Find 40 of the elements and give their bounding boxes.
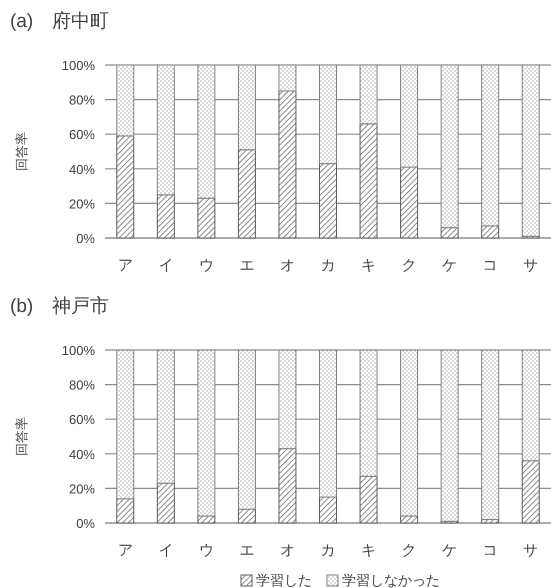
x-tick-label: サ <box>523 257 538 274</box>
y-tick-label: 80% <box>68 92 96 108</box>
x-tick-label: ク <box>402 542 417 559</box>
x-tick-label: コ <box>482 542 498 559</box>
y-tick-label: 40% <box>68 446 96 462</box>
x-tick-label: ケ <box>442 542 458 559</box>
y-tick-label: 0% <box>76 231 96 246</box>
x-tick-label: ア <box>118 257 133 274</box>
x-tick-label: エ <box>239 542 254 559</box>
x-tick-label: カ <box>320 542 336 559</box>
y-tick-label: 80% <box>68 378 96 393</box>
x-tick-label: ウ <box>198 257 214 274</box>
x-tick-label: キ <box>361 257 376 274</box>
x-tick-label: ケ <box>442 257 458 274</box>
y-axis-title: 回答率 <box>14 132 29 171</box>
y-tick-label: 60% <box>68 412 96 428</box>
x-tick-label: コ <box>482 257 498 274</box>
x-tick-label: ア <box>118 542 133 559</box>
x-tick-label: ウ <box>198 542 214 559</box>
y-tick-label: 60% <box>68 127 96 142</box>
x-tick-label: オ <box>280 257 295 274</box>
x-tick-label: キ <box>361 542 376 559</box>
y-tick-label: 0% <box>76 516 96 531</box>
x-tick-label: イ <box>158 542 174 559</box>
y-tick-label: 100% <box>62 58 96 73</box>
y-tick-label: 20% <box>68 481 96 496</box>
chart-title: (b) 神戸市 <box>10 295 110 317</box>
x-tick-label: エ <box>239 257 254 274</box>
x-tick-label: オ <box>280 542 295 559</box>
x-tick-label: ク <box>402 257 417 274</box>
y-tick-label: 20% <box>68 196 96 212</box>
legend-label: 学習した <box>256 572 312 588</box>
x-tick-label: イ <box>158 257 174 274</box>
y-tick-label: 40% <box>68 162 96 177</box>
chart-title: (a) 府中町 <box>10 10 110 32</box>
x-tick-label: カ <box>320 257 336 274</box>
y-tick-label: 100% <box>62 343 96 358</box>
y-axis-title: 回答率 <box>14 417 29 456</box>
x-tick-label: サ <box>523 542 538 559</box>
legend-label: 学習しなかった <box>342 572 440 588</box>
